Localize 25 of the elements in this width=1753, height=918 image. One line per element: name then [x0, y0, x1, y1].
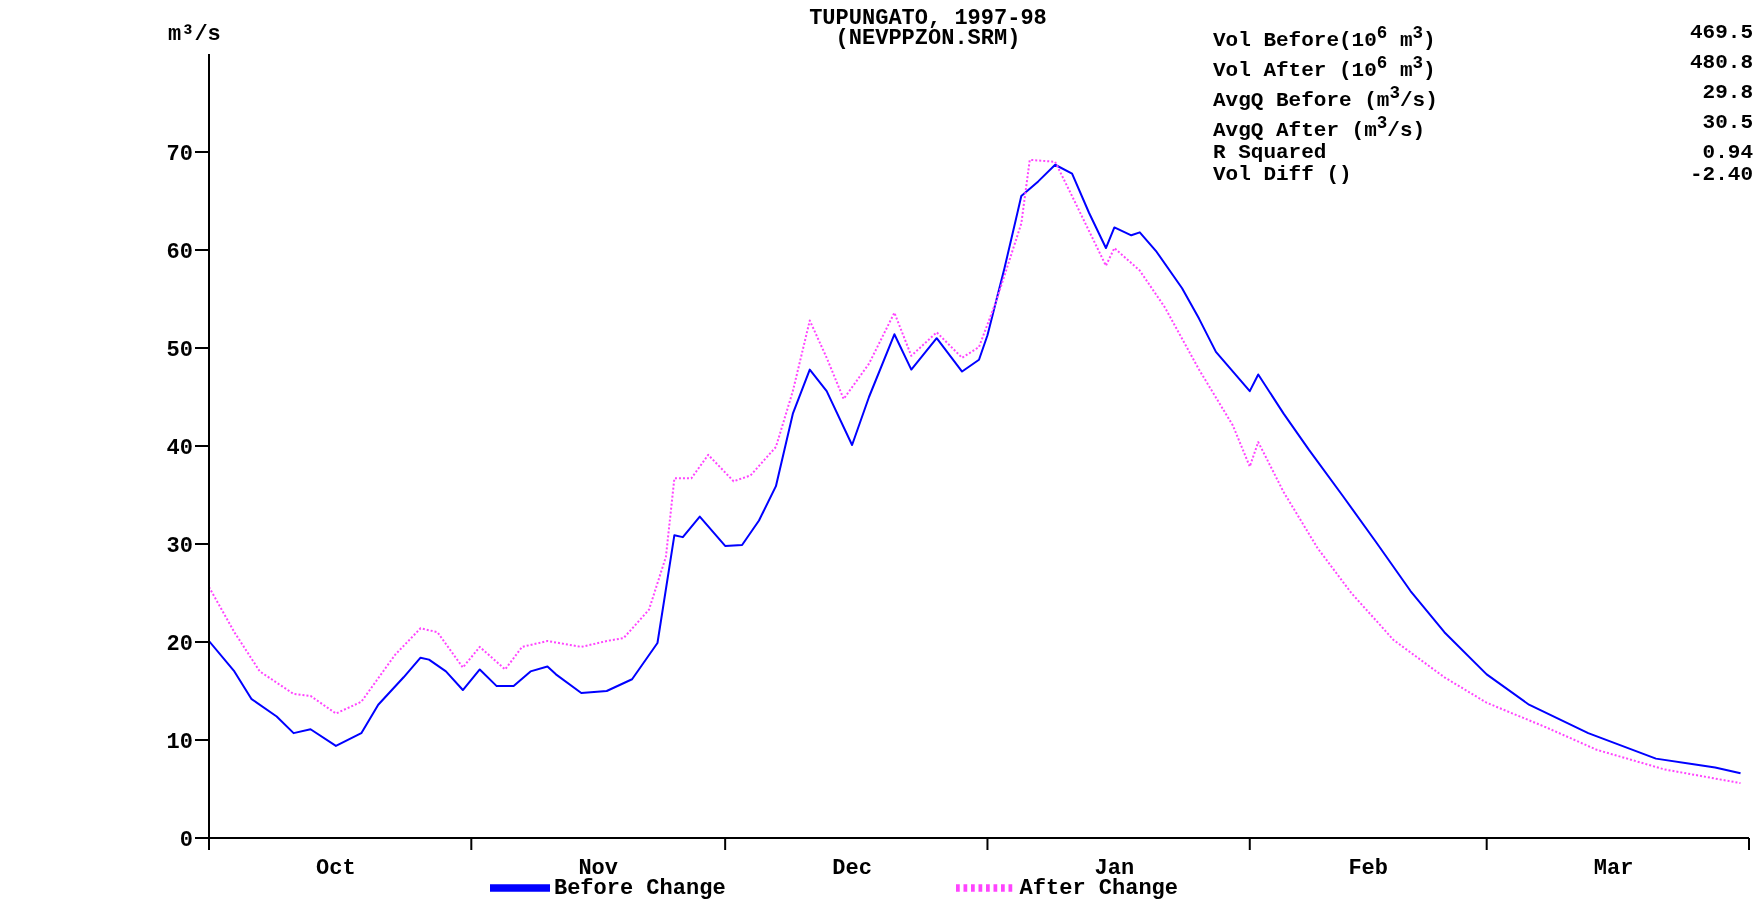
- text: R Squared: [1213, 141, 1327, 164]
- text: 29.8: [1702, 81, 1753, 104]
- y-tick-label: 60: [166, 239, 193, 265]
- y-tick-label: 0: [179, 827, 193, 853]
- text: AvgQ Before (m$^{3}$/s): [1213, 83, 1438, 112]
- text: Vol After (10$^{6}$ m$^{3}$): [1213, 53, 1436, 82]
- y-tick-label: 30: [166, 533, 193, 559]
- x-tick-label: Mar: [1593, 856, 1634, 881]
- text: 0.94: [1702, 141, 1753, 164]
- y-tick-label: 50: [166, 337, 193, 363]
- text: 30.5: [1702, 111, 1753, 134]
- text: 480.8: [1689, 51, 1753, 74]
- x-tick-label: Oct: [316, 856, 356, 881]
- y-tick-label: 70: [166, 141, 193, 167]
- text: Vol Diff (): [1213, 163, 1352, 186]
- text: Vol Before(10$^{6}$ m$^{3}$): [1213, 23, 1436, 52]
- y-axis-title: m³/s: [168, 22, 221, 47]
- y-tick-label: 20: [166, 631, 193, 657]
- text: 469.5: [1689, 21, 1753, 44]
- text: AvgQ After (m$^{3}$/s): [1213, 113, 1426, 142]
- x-tick-label: Dec: [832, 856, 872, 881]
- y-tick-label: 10: [166, 729, 193, 755]
- x-tick-label: Feb: [1348, 856, 1389, 881]
- y-tick-label: 40: [166, 435, 193, 461]
- text: -2.40: [1689, 163, 1753, 186]
